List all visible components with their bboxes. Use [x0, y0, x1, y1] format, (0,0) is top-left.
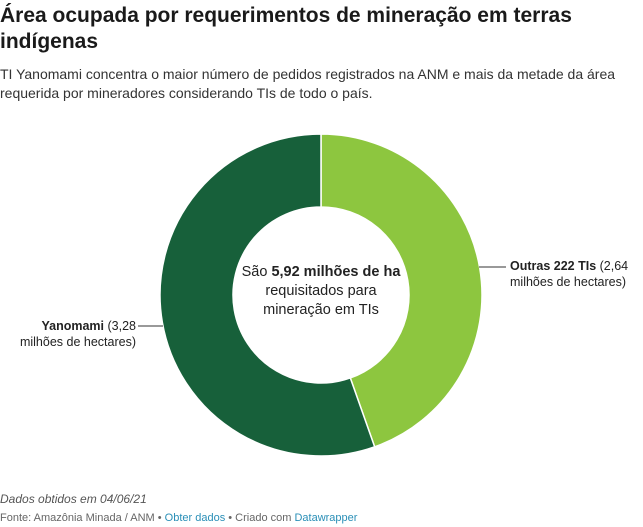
datawrapper-link[interactable]: Datawrapper	[294, 512, 358, 524]
donut-slice-yanomami[interactable]	[159, 133, 376, 457]
footer-source: Fonte: Amazônia Minada / ANM	[0, 512, 155, 524]
donut-slice-outras[interactable]	[320, 133, 483, 448]
center-prefix: São	[241, 264, 272, 280]
get-data-link[interactable]: Obter dados	[164, 512, 226, 524]
chart-title: Área ocupada por requerimentos de minera…	[0, 4, 572, 53]
chart-subtitle: TI Yanomami concentra o maior número de …	[0, 66, 616, 101]
footer-separator: •	[154, 512, 165, 524]
chart-footer: Fonte: Amazônia Minada / ANM • Obter dad…	[0, 512, 357, 524]
slice-label-yanomami-name: Yanomami	[41, 319, 105, 333]
slice-label-yanomami: Yanomami (3,28 milhões de hectares)	[0, 318, 136, 350]
slice-label-outras-name: Outras 222 TIs	[510, 259, 597, 273]
center-highlight: 5,92 milhões de ha	[271, 264, 401, 280]
slice-label-yanomami-detail: (3,28 milhões de hectares)	[19, 319, 136, 349]
chart-notes: Dados obtidos em 04/06/21	[0, 492, 147, 506]
center-suffix: requisitados para mineração em TIs	[263, 283, 379, 318]
slice-label-outras-detail: (2,64 milhões de hectares)	[510, 259, 629, 289]
donut-chart	[138, 133, 506, 457]
footer-created: Criado com	[235, 512, 295, 524]
slice-label-outras: Outras 222 TIs (2,64 milhões de hectares…	[510, 258, 642, 290]
donut-center-text: São 5,92 milhões de ha requisitados para…	[230, 263, 412, 320]
footer-separator: •	[225, 512, 236, 524]
